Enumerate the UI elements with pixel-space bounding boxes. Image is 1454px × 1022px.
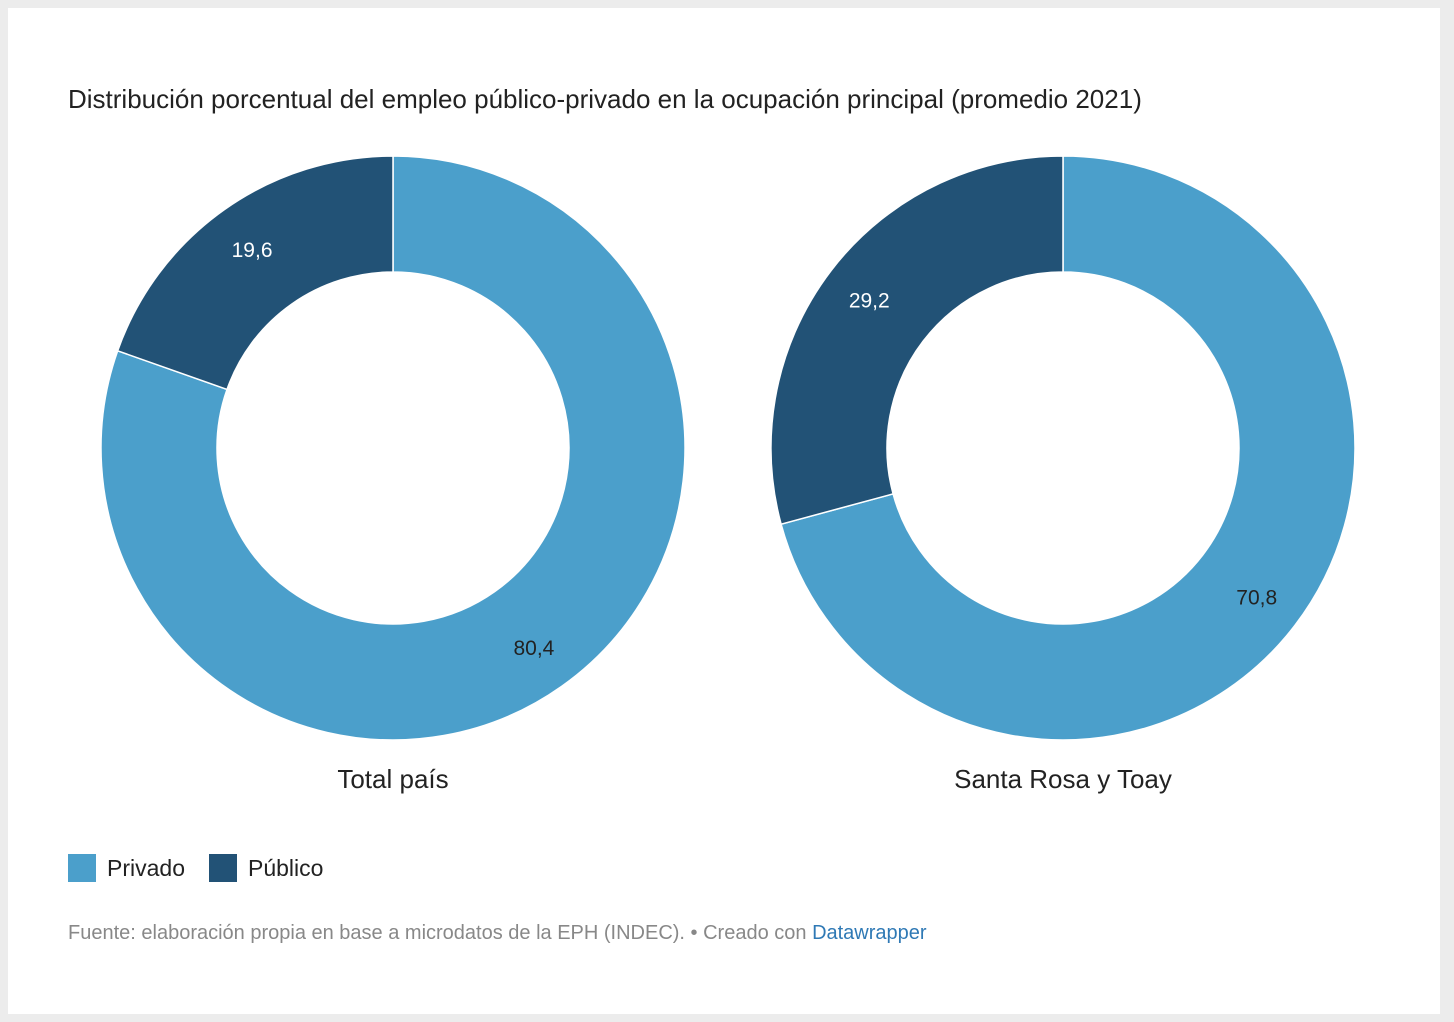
donut-title: Santa Rosa y Toay [954, 764, 1172, 794]
slice-value-label: 29,2 [849, 290, 890, 313]
legend-label-publico: Público [247, 854, 324, 881]
source-text: Fuente: elaboración propia en base a mic… [68, 922, 813, 944]
legend-swatch-publico [208, 854, 237, 882]
donut-title: Total país [337, 764, 448, 794]
legend-label-privado: Privado [107, 854, 185, 881]
donut-chart-1: 80,4 19,6 Total país [100, 155, 686, 794]
donut-slice-privado [780, 155, 1356, 741]
source-footer: Fuente: elaboración propia en base a mic… [68, 922, 927, 945]
donut-slice-publico [770, 155, 1064, 526]
chart-card: Distribución porcentual del empleo públi… [8, 8, 1440, 1014]
slice-value-label: 80,4 [513, 637, 554, 660]
datawrapper-link[interactable]: Datawrapper [812, 922, 927, 944]
slice-value-label: 19,6 [232, 239, 273, 262]
legend-swatch-privado [68, 854, 96, 882]
chart-title: Distribución porcentual del empleo públi… [68, 84, 1142, 114]
slice-value-label: 70,8 [1236, 586, 1277, 609]
legend: Privado Público [68, 854, 347, 882]
legend-item-privado: Privado [68, 854, 185, 882]
donut-slice-publico [116, 155, 394, 391]
donut-slice-privado [100, 155, 686, 741]
donut-chart-2: 70,8 29,2 Santa Rosa y Toay [770, 155, 1356, 794]
legend-item-publico: Público [208, 854, 324, 882]
